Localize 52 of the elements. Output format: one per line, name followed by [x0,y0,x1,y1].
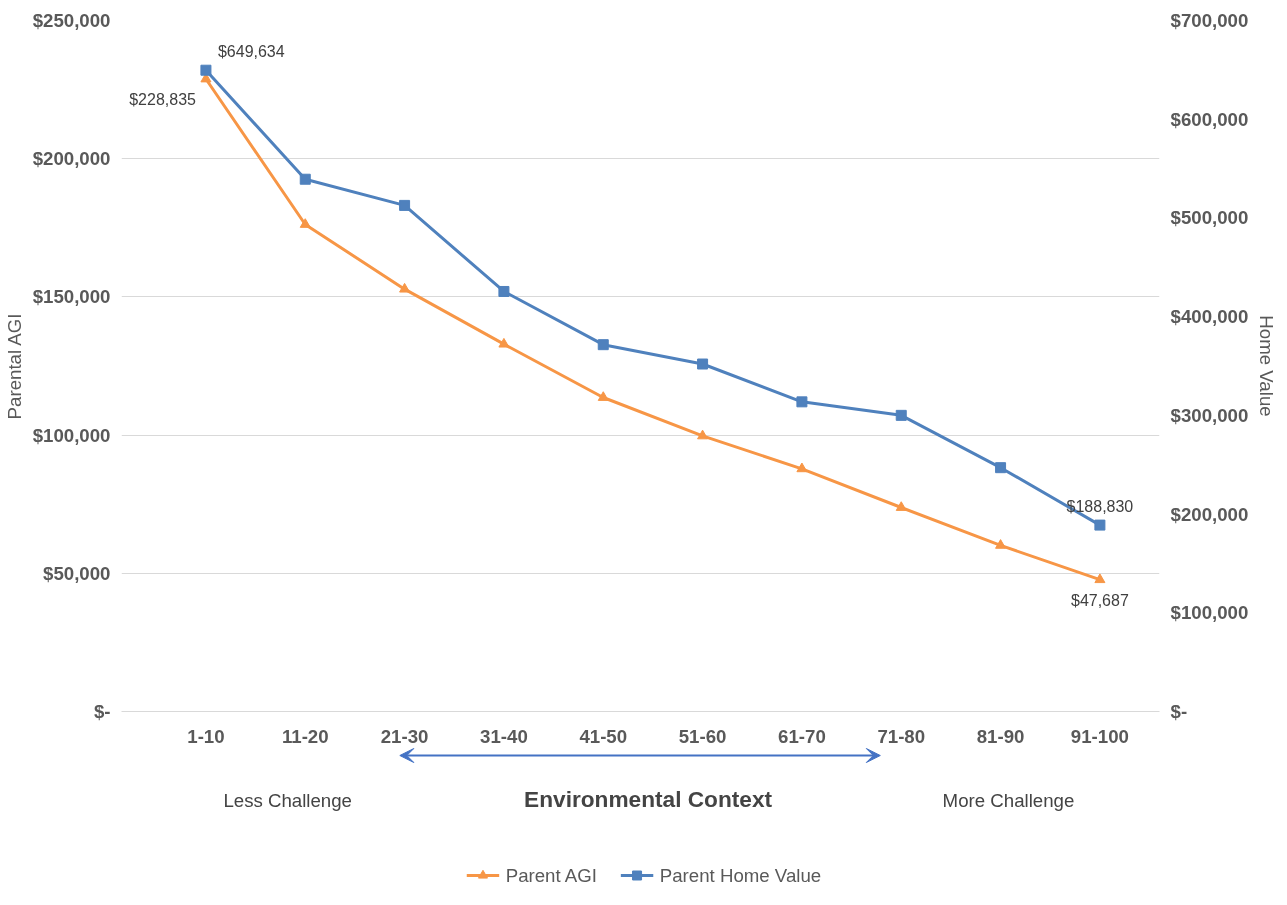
y-tick-label: $200,000 [32,148,111,170]
y2-tick-label: $500,000 [1170,207,1249,229]
point [796,462,808,473]
y-tick-label: $250,000 [32,10,111,31]
point [498,285,510,297]
point [299,173,311,185]
point [796,396,808,408]
point [597,391,609,401]
y2-tick-label: $700,000 [1170,10,1249,31]
point [1094,573,1106,584]
x-tick-label: 41-50 [579,725,628,747]
y2-tick-label: $200,000 [1170,503,1249,525]
point [697,429,709,440]
y-tick-label: $50,000 [43,562,111,584]
y2-tick-label: $400,000 [1170,306,1249,328]
x-tick-label: 11-20 [281,725,329,747]
y-tick-label: $100,000 [32,424,111,446]
x-tick-label: 21-30 [380,725,429,747]
y2-tick-label: $- [1170,701,1188,722]
point [895,501,907,511]
x-tick-label: 61-70 [778,725,826,747]
text: More Challenge [942,790,1075,811]
x-tick-label: 31-40 [480,725,528,747]
y2-tick-label: $600,000 [1170,108,1249,130]
point [597,339,609,351]
point [895,409,907,421]
y-tick-label: $150,000 [32,286,111,308]
x-tick-label: 71-80 [877,725,926,747]
point [697,358,709,370]
x-tick-label: 91-100 [1070,725,1129,747]
legend-label: Parent AGI [505,865,597,886]
data-label: $188,830 [1066,498,1134,516]
legend-label: Parent Home Value [659,865,822,886]
y2-axis-title: Home Value [1256,315,1278,417]
data-label: $649,634 [217,43,285,61]
x-tick-label: 51-60 [678,725,727,747]
point [995,539,1007,549]
point [1094,519,1106,531]
point [200,64,212,76]
point [995,462,1007,474]
y2-tick-label: $100,000 [1170,602,1249,624]
y-tick-label: $- [93,701,111,722]
text: Less Challenge [223,790,352,811]
y-axis-title: Parental AGI [3,313,25,420]
data-label: $47,687 [1070,591,1129,609]
x-tick-label: 1-10 [187,725,225,747]
data-label: $228,835 [129,91,197,108]
y2-tick-label: $300,000 [1170,404,1249,426]
point [299,218,311,228]
point [399,199,411,211]
x-tick-label: 81-90 [976,725,1025,747]
x-axis-title: Environmental Context [524,785,773,812]
